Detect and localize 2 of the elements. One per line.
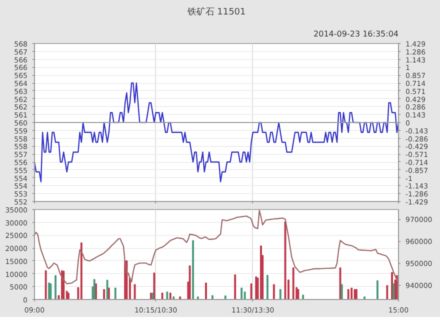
text: 2014-09-23 16:35:04: [314, 30, 399, 38]
chart-title: 铁矿石 11501: [186, 6, 246, 18]
